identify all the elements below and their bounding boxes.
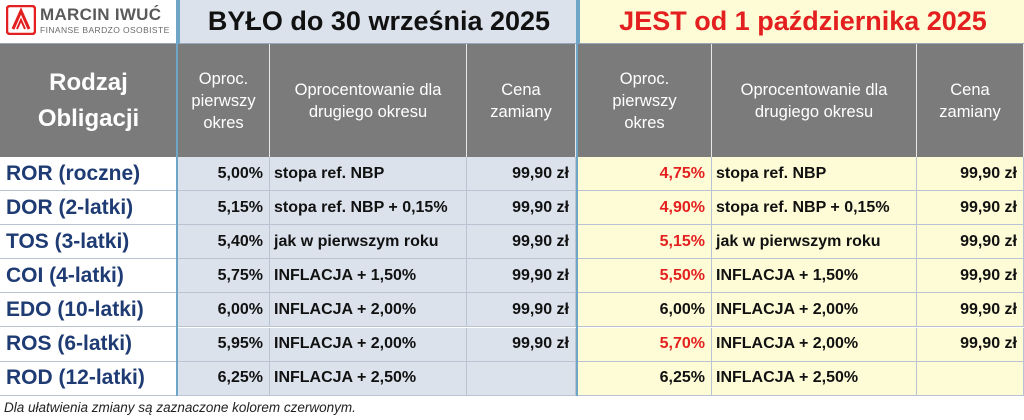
after-first-rate: 6,25% [578,361,712,396]
table-row: ROR (roczne) 5,00% stopa ref. NBP 99,90 zł 4… [0,157,1024,191]
before-exchange-price [467,361,576,396]
after-first-rate: 4,90% [578,191,712,226]
before-exchange-price: 99,90 zł [467,225,576,260]
after-first-rate: 5,70% [578,327,712,362]
before-first-rate: 6,00% [178,293,270,328]
table-row: COI (4-latki) 5,75% INFLACJA + 1,50% 99,90 … [0,259,1024,294]
header-line: zamiany [939,102,1001,121]
header-before-first-rate: Oproc. pierwszy okres [178,44,270,157]
after-exchange-price: 99,90 zł [917,225,1024,260]
after-exchange-price: 99,90 zł [917,191,1024,226]
header-line: drugiego okresu [754,102,874,121]
bond-name: ROD (12-latki) [0,361,178,396]
after-second-rate: INFLACJA + 2,00% [712,293,917,328]
before-second-rate: INFLACJA + 2,00% [270,327,467,362]
before-exchange-price: 99,90 zł [467,191,576,226]
header-line: Oproc. [619,69,670,88]
bond-name: COI (4-latki) [0,259,178,294]
before-first-rate: 5,40% [178,225,270,260]
bond-name: ROS (6-latki) [0,327,178,362]
after-second-rate: stopa ref. NBP + 0,15% [712,191,917,226]
after-exchange-price: 99,90 zł [917,157,1024,191]
before-second-rate: INFLACJA + 1,50% [270,259,467,294]
before-second-rate: INFLACJA + 2,50% [270,361,467,396]
header-before-exchange-price: Cena zamiany [467,44,576,157]
header-after-first-rate: Oproc. pierwszy okres [578,44,712,157]
before-second-rate: stopa ref. NBP + 0,15% [270,191,467,226]
header-line: Rodzaj [49,68,128,96]
before-first-rate: 5,00% [178,157,270,191]
after-exchange-price: 99,90 zł [917,327,1024,362]
column-divider [176,0,178,396]
header-line: Oproc. [198,69,249,88]
header-line: Obligacji [37,104,140,132]
header-bond-kind: Rodzaj Obligacji [0,44,178,157]
bond-name: DOR (2-latki) [0,191,178,226]
after-second-rate: stopa ref. NBP [712,157,917,191]
before-exchange-price: 99,90 zł [467,259,576,294]
header-line: okres [624,113,665,132]
before-second-rate: stopa ref. NBP [270,157,467,191]
before-first-rate: 6,25% [178,361,270,396]
header-line: okres [203,113,244,132]
header-line: Oprocentowanie dla [294,80,442,99]
after-second-rate: INFLACJA + 2,00% [712,327,917,362]
table-row: ROS (6-latki) 5,95% INFLACJA + 2,00% 99,90 … [0,327,1024,362]
bond-rates-table: MARCIN IWUĆ FINANSE BARDZO OSOBISTE BYŁO… [0,0,1024,396]
bond-name: ROR (roczne) [0,157,178,191]
before-first-rate: 5,15% [178,191,270,226]
after-first-rate: 4,75% [578,157,712,191]
header-line: Cena [501,80,541,99]
period-after-title: JEST od 1 października 2025 [578,0,1024,44]
header-line: Oprocentowanie dla [740,80,888,99]
header-before-second-rate: Oprocentowanie dla drugiego okresu [270,44,467,157]
footnote: Dla ułatwienia zmiany są zaznaczone kolo… [4,400,356,415]
table-row: DOR (2-latki) 5,15% stopa ref. NBP + 0,15%… [0,191,1024,226]
header-after-second-rate: Oprocentowanie dla drugiego okresu [712,44,917,157]
table-row: ROD (12-latki) 6,25% INFLACJA + 2,50% 6,25%… [0,361,1024,396]
header-line: zamiany [490,102,552,121]
brand-tagline: FINANSE BARDZO OSOBISTE [40,25,170,35]
after-second-rate: jak w pierwszym roku [712,225,917,260]
after-first-rate: 6,00% [578,293,712,328]
before-second-rate: jak w pierwszym roku [270,225,467,260]
header-after-exchange-price: Cena zamiany [917,44,1024,157]
before-second-rate: INFLACJA + 2,00% [270,293,467,328]
before-exchange-price: 99,90 zł [467,157,576,191]
brand-logo: MARCIN IWUĆ FINANSE BARDZO OSOBISTE [0,0,178,44]
after-second-rate: INFLACJA + 2,50% [712,361,917,396]
header-line: pierwszy [191,91,256,110]
after-second-rate: INFLACJA + 1,50% [712,259,917,294]
column-divider [576,0,578,396]
after-first-rate: 5,50% [578,259,712,294]
header-line: pierwszy [612,91,677,110]
header-line: Cena [950,80,990,99]
table-row: TOS (3-latki) 5,40% jak w pierwszym roku 99… [0,225,1024,260]
after-first-rate: 5,15% [578,225,712,260]
after-exchange-price: 99,90 zł [917,259,1024,294]
bond-name: EDO (10-latki) [0,293,178,328]
before-first-rate: 5,75% [178,259,270,294]
period-before-title: BYŁO do 30 września 2025 [178,0,578,44]
brand-name: MARCIN IWUĆ [40,5,162,24]
table-row: EDO (10-latki) 6,00% INFLACJA + 2,00% 99,90… [0,293,1024,328]
bond-name: TOS (3-latki) [0,225,178,260]
before-first-rate: 5,95% [178,327,270,362]
after-exchange-price: 99,90 zł [917,293,1024,328]
header-line: drugiego okresu [308,102,428,121]
after-exchange-price [917,361,1024,396]
logo-mark-icon [6,5,36,35]
before-exchange-price: 99,90 zł [467,327,576,362]
before-exchange-price: 99,90 zł [467,293,576,328]
